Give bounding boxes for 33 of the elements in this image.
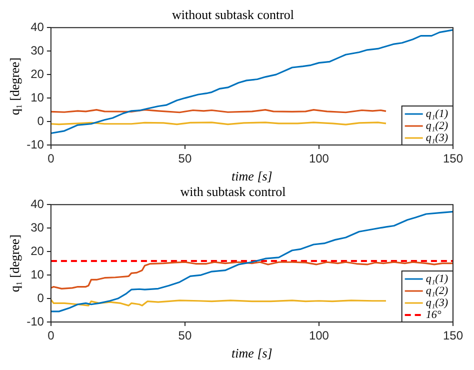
x-tick-label: 150 bbox=[442, 328, 464, 343]
x-tick-label: 0 bbox=[48, 328, 55, 343]
y-tick-label: 10 bbox=[30, 90, 44, 104]
legend-label: 16° bbox=[426, 308, 442, 321]
y-tick-label: 0 bbox=[37, 114, 44, 128]
y-tick-label: 40 bbox=[30, 20, 44, 34]
x-tick-label: 50 bbox=[178, 328, 192, 343]
x-axis-title: time [s] bbox=[232, 346, 272, 361]
y-tick-label: 0 bbox=[37, 290, 44, 305]
y-tick-label: 30 bbox=[30, 220, 44, 234]
legend-label: q₁(1) bbox=[426, 108, 448, 120]
y-axis-title: q₁ [degree] bbox=[7, 234, 22, 292]
legend-label: q₁(3) bbox=[426, 296, 448, 309]
legend-label: q₁(1) bbox=[426, 272, 448, 285]
x-tick-label: 50 bbox=[178, 152, 192, 166]
x-tick-label: 150 bbox=[442, 152, 464, 166]
y-tick-label: 40 bbox=[30, 196, 44, 211]
y-tick-label: 10 bbox=[30, 267, 44, 282]
chart-title: with subtask control bbox=[180, 184, 286, 200]
x-tick-label: 0 bbox=[48, 152, 55, 166]
legend-label: q₁(2) bbox=[426, 284, 448, 297]
x-axis-title: time [s] bbox=[232, 168, 272, 184]
y-tick-label: 20 bbox=[30, 66, 44, 81]
x-tick-label: 100 bbox=[308, 328, 330, 343]
legend-label: q₁(3) bbox=[426, 132, 448, 144]
y-axis-title: q₁ [degree] bbox=[7, 58, 22, 116]
x-tick-label: 100 bbox=[308, 152, 330, 166]
y-tick-label: -10 bbox=[26, 314, 44, 328]
y-tick-label: -10 bbox=[26, 137, 44, 152]
y-tick-label: 30 bbox=[30, 43, 44, 58]
chart-title: without subtask control bbox=[172, 7, 294, 22]
y-tick-label: 20 bbox=[30, 244, 44, 258]
legend-label: q₁(2) bbox=[426, 120, 448, 132]
